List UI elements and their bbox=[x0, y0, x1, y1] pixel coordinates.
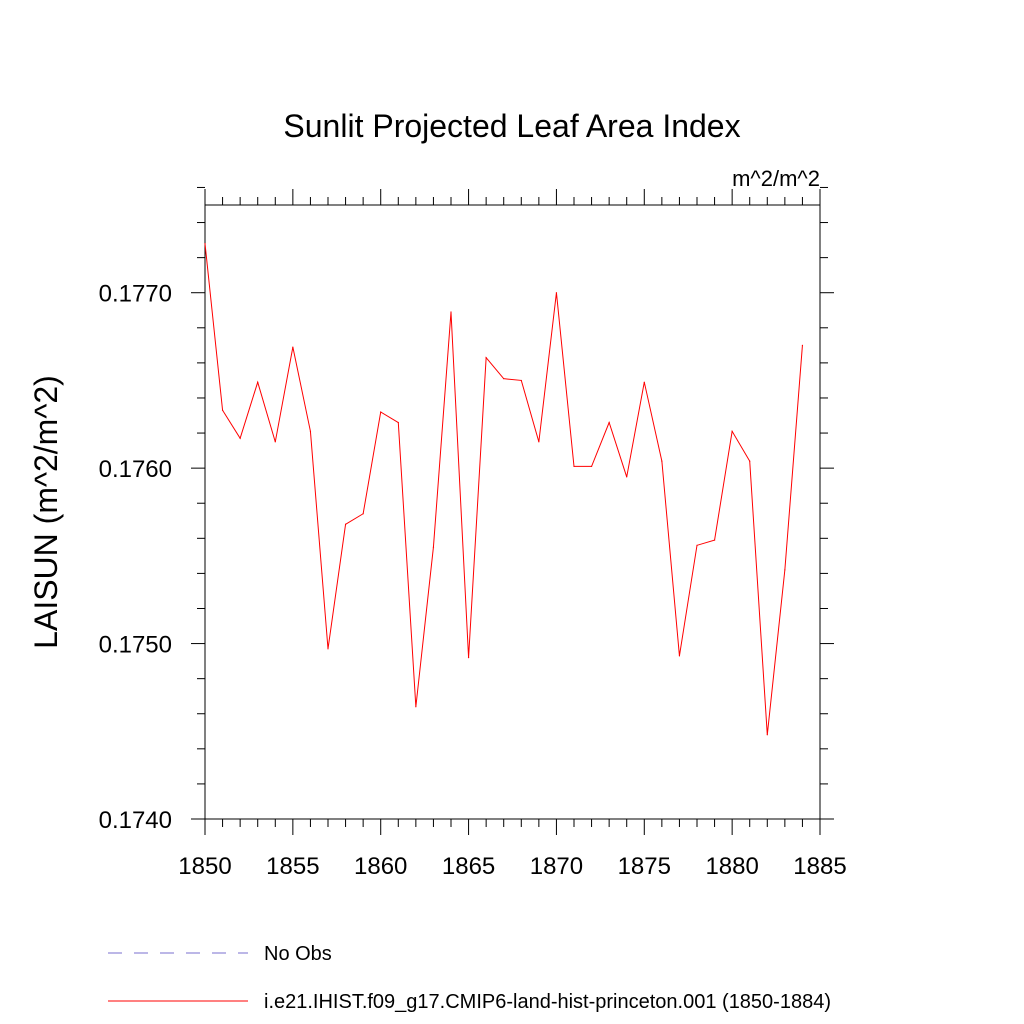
axis-ticks bbox=[191, 186, 834, 835]
data-point bbox=[309, 430, 312, 432]
legend: No Obs i.e21.IHIST.f09_g17.CMIP6-land-hi… bbox=[108, 943, 831, 1013]
data-point bbox=[713, 539, 716, 541]
series-lines bbox=[204, 242, 804, 736]
data-point bbox=[626, 476, 628, 478]
data-point bbox=[608, 421, 610, 424]
plot-area: 1850 1855 1860 1865 1870 1875 1880 1885 0.1740 0.… bbox=[99, 186, 847, 880]
legend-label-no-obs: No Obs bbox=[264, 943, 332, 965]
data-point bbox=[239, 437, 241, 439]
data-point bbox=[344, 523, 347, 525]
y-tick-label: 0.1750 bbox=[99, 632, 172, 659]
legend-label-model-run: i.e21.IHIST.f09_g17.CMIP6-land-hist-prin… bbox=[264, 991, 831, 1013]
data-point bbox=[450, 311, 452, 313]
data-point bbox=[467, 657, 470, 659]
data-point bbox=[485, 357, 487, 359]
data-point bbox=[520, 379, 522, 382]
plot-frame bbox=[204, 204, 821, 820]
data-point bbox=[731, 430, 733, 432]
y-tick-label: 0.1740 bbox=[99, 807, 172, 834]
y-tick-label: 0.1760 bbox=[99, 456, 172, 483]
data-point bbox=[362, 513, 364, 515]
data-point bbox=[274, 441, 276, 443]
data-point bbox=[784, 569, 786, 571]
y-tick-label: 0.1770 bbox=[99, 281, 172, 308]
data-point bbox=[503, 378, 505, 380]
y-axis-label: LAISUN (m^2/m^2) bbox=[28, 375, 64, 649]
data-point bbox=[643, 381, 645, 383]
data-point bbox=[555, 292, 558, 294]
data-point bbox=[766, 734, 768, 736]
data-point bbox=[661, 460, 663, 462]
x-tick-label: 1870 bbox=[530, 853, 583, 880]
x-tick-label: 1860 bbox=[354, 853, 407, 880]
data-point bbox=[696, 544, 698, 546]
x-tick-label: 1875 bbox=[618, 853, 671, 880]
data-point bbox=[538, 441, 540, 443]
units-label: m^2/m^2 bbox=[732, 166, 820, 191]
x-tick-label: 1855 bbox=[266, 853, 319, 880]
data-point bbox=[749, 460, 751, 462]
data-point bbox=[257, 381, 259, 383]
x-tick-label: 1865 bbox=[442, 853, 495, 880]
data-point bbox=[380, 411, 382, 413]
chart-title: Sunlit Projected Leaf Area Index bbox=[283, 108, 740, 144]
data-point bbox=[573, 465, 575, 467]
data-point bbox=[678, 655, 681, 657]
data-point bbox=[204, 242, 206, 245]
data-point bbox=[221, 409, 224, 411]
data-point bbox=[327, 648, 329, 650]
x-tick-label: 1850 bbox=[178, 853, 231, 880]
data-point bbox=[397, 421, 399, 424]
axis-tick-labels: 1850 1855 1860 1865 1870 1875 1880 1885 0.1740 0.… bbox=[99, 281, 847, 880]
data-point bbox=[415, 706, 417, 708]
series-line bbox=[204, 243, 803, 735]
data-point bbox=[432, 546, 435, 548]
x-tick-label: 1885 bbox=[793, 853, 846, 880]
x-tick-label: 1880 bbox=[705, 853, 758, 880]
data-point bbox=[292, 346, 294, 348]
data-point bbox=[590, 465, 593, 467]
data-point bbox=[801, 344, 804, 346]
